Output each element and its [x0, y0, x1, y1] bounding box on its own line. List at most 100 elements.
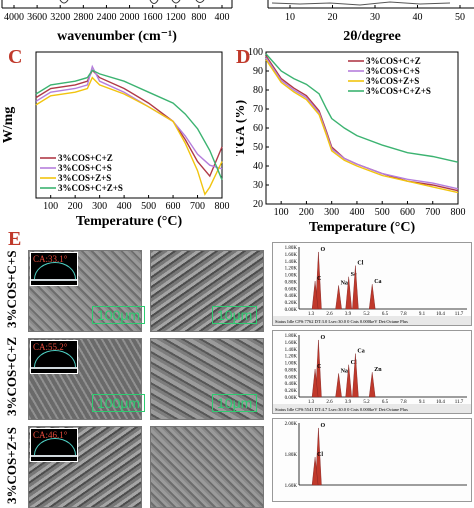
x-tick-label: 300 [324, 207, 339, 218]
eds-peak [368, 372, 376, 398]
contact-angle-label: CA:55.2° [33, 342, 68, 352]
eds-peak-label: Cl [357, 261, 363, 267]
x-tick-label: 400 [117, 201, 132, 212]
x-tick-label: 800 [191, 12, 206, 23]
contact-angle-label: CA:33.1° [33, 254, 68, 264]
eds-spectrum: 2.00K 1.80K 1.60K O Cl [272, 418, 472, 502]
x-tick-label: 1600 [143, 12, 163, 23]
legend-label: 3%COS+C+Z+S [366, 86, 431, 96]
sem-image-high-mag [150, 338, 264, 420]
panel-b-bottom: 10 20 30 40 50 2θ/degree [267, 0, 474, 44]
eds-x-tick: 5.2 [363, 400, 370, 405]
eds-peak [311, 281, 319, 310]
eds-y-tick: 0.20K [285, 389, 298, 394]
eds-y-tick: 1.00K [285, 362, 298, 367]
eds-y-tick: 1.20K [285, 355, 298, 360]
eds-peak-label: Ca [357, 349, 364, 355]
eds-peak-label: O [320, 247, 325, 253]
eds-peak-label: O [320, 335, 325, 341]
eds-y-tick: 0.80K [285, 368, 298, 373]
x-tick-label: 50 [455, 12, 465, 23]
x-tick-label: 30 [370, 12, 380, 23]
y-tick-label: 40 [253, 161, 263, 172]
eds-peak-label: O [320, 423, 325, 429]
scale-bar-high-mag: 10μm [212, 394, 258, 412]
series-line [265, 59, 459, 194]
top-strip: 4000 3600 3200 2800 2400 2000 1600 1200 800 400 w… [1, 0, 474, 44]
eds-y-tick: 1.20K [285, 267, 298, 272]
eds-peak [315, 251, 322, 310]
x-tick-label: 10 [285, 12, 295, 23]
row-label: 3%COS+C+Z [4, 336, 19, 416]
series-line [265, 53, 459, 163]
eds-peak-label: Cl [317, 452, 323, 458]
scale-bar-low-mag: 100μm [92, 306, 146, 324]
panel-c-chart: 100 200 300 400 500 600 700 800 Temperature (°C)… [1, 51, 230, 229]
legend-label: 3%COS+Z+S [366, 76, 419, 86]
eds-y-tick: 0.00K [285, 308, 298, 313]
eds-x-tick: 6.5 [382, 312, 389, 317]
x-tick-label: 400 [349, 207, 364, 218]
x-tick-label: 600 [166, 201, 181, 212]
series-line [35, 69, 223, 181]
eds-peak [345, 276, 352, 310]
droplet-icon [34, 350, 76, 367]
x-tick-label: 100 [274, 207, 289, 218]
x-tick-label: 500 [141, 201, 156, 212]
x-tick-label: 200 [68, 201, 83, 212]
eds-y-tick: 0.20K [285, 301, 298, 306]
eds-x-tick: 6.5 [382, 400, 389, 405]
legend-label: 3%COS+C+Z+S [58, 183, 123, 193]
x-tick-label: 20 [328, 12, 338, 23]
eds-y-tick: 1.60K [285, 341, 298, 346]
eds-x-tick: 5.2 [363, 312, 370, 317]
eds-x-tick: 7.8 [400, 400, 407, 405]
panel-a-xlabel: wavenumber (cm⁻¹) [57, 29, 177, 44]
eds-peak-label: Na [341, 280, 348, 286]
panel-d-chart: 100 200 300 400 500 600 700 800 20 30 40 50 60 70 80 90… [236, 48, 466, 234]
eds-x-tick: 3.9 [345, 400, 352, 405]
y-tick-label: 90 [253, 66, 263, 77]
eds-peak-label: C [317, 364, 321, 370]
series-line [35, 76, 223, 196]
x-tick-label: 300 [92, 201, 107, 212]
legend-label: 3%COS+C+S [366, 66, 420, 76]
eds-peak [335, 285, 342, 310]
eds-x-tick: 2.6 [326, 400, 333, 405]
eds-y-tick: 0.40K [285, 294, 298, 299]
eds-status-text: Status Idle CPS:7762 DT:3.0 Lsec:30.0 0 … [275, 319, 408, 324]
scale-bar-high-mag: 10μm [212, 306, 258, 324]
series-line [35, 64, 223, 170]
contact-angle-label: CA:46.1° [33, 430, 68, 440]
eds-y-tick: 2.00K [285, 422, 298, 427]
x-tick-label: 1200 [166, 12, 186, 23]
x-tick-label: 800 [451, 207, 466, 218]
panel-a-bottom: 4000 3600 3200 2800 2400 2000 1600 1200 800 400 w… [1, 0, 233, 44]
eds-y-tick: 1.60K [285, 253, 298, 258]
eds-y-tick: 1.00K [285, 274, 298, 279]
y-tick-label: 80 [253, 85, 263, 96]
eds-peak [352, 353, 359, 398]
panel-b-xlabel: 2θ/degree [343, 29, 401, 44]
eds-y-tick: 1.60K [285, 484, 298, 489]
y-axis-label: W/mg [1, 107, 16, 144]
eds-peak-label: C [317, 276, 321, 282]
x-tick-label: 600 [400, 207, 415, 218]
x-tick-label: 100 [43, 201, 58, 212]
y-axis-label: TGA (%) [236, 99, 248, 156]
legend-label: 3%COS+C+S [58, 163, 112, 173]
droplet-icon [34, 262, 76, 279]
eds-x-tick: 1.3 [308, 312, 315, 317]
x-tick-label: 40 [413, 12, 423, 23]
eds-peak-label: Cl [351, 360, 357, 366]
x-axis-label: Temperature (°C) [309, 220, 416, 234]
scale-bar-low-mag: 100μm [92, 394, 146, 412]
x-tick-label: 4000 [4, 12, 24, 23]
eds-peak-label: Na [341, 368, 348, 374]
substrate-line [31, 367, 77, 369]
y-tick-label: 60 [253, 123, 263, 134]
panel-d-letter: D [236, 46, 251, 68]
eds-y-tick: 1.80K [285, 334, 298, 339]
eds-peak [345, 364, 352, 398]
